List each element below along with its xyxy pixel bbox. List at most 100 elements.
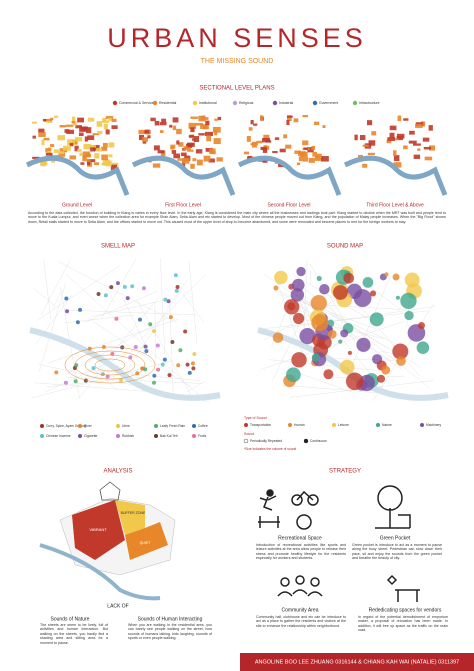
street xyxy=(186,380,207,393)
sound-circle xyxy=(416,341,430,354)
building xyxy=(413,154,421,159)
smell-dot xyxy=(168,315,173,320)
building xyxy=(279,148,286,153)
smell-dot xyxy=(73,379,78,384)
lack-label: LACK OF xyxy=(107,603,128,609)
building xyxy=(217,116,222,121)
building xyxy=(214,118,219,121)
building xyxy=(195,149,203,154)
building xyxy=(150,117,156,122)
sound-circle xyxy=(310,294,327,312)
legend-label: Urine xyxy=(122,424,130,428)
street xyxy=(58,261,178,323)
sound-circle xyxy=(400,292,417,310)
smell-dot xyxy=(185,362,190,367)
paragraph: Community hall, clubhouse and etc can be… xyxy=(256,615,346,628)
building xyxy=(246,135,251,142)
smell-dot xyxy=(167,373,172,378)
legend-swatch xyxy=(40,424,44,428)
building xyxy=(368,140,376,146)
building xyxy=(101,162,106,166)
subtitle: THE MISSING SOUND xyxy=(201,58,274,65)
smell-contour xyxy=(94,358,126,372)
building xyxy=(206,135,212,142)
legend-label: Infrastructure xyxy=(359,101,380,105)
building xyxy=(79,126,87,132)
building xyxy=(403,118,409,121)
building xyxy=(417,148,421,151)
building xyxy=(389,132,395,138)
building xyxy=(142,140,147,144)
smell-dot xyxy=(144,349,149,354)
building xyxy=(176,128,182,135)
legend-swatch xyxy=(116,434,120,438)
building xyxy=(169,124,173,128)
street xyxy=(309,263,353,334)
legend-label: Chinese Incense xyxy=(46,434,71,438)
smell-dot xyxy=(141,286,146,291)
sound-circle xyxy=(340,329,349,338)
sound-circle xyxy=(273,285,279,291)
legend-swatch xyxy=(352,100,358,106)
building xyxy=(171,150,177,154)
smell-dot xyxy=(170,340,175,345)
building xyxy=(367,152,375,156)
building xyxy=(182,161,186,168)
building xyxy=(173,153,181,159)
paragraph: According to the data collected, the fun… xyxy=(28,211,446,224)
river xyxy=(343,155,448,196)
sound-circle xyxy=(311,353,320,362)
building xyxy=(94,153,100,159)
legend-swatch xyxy=(78,434,82,438)
building xyxy=(366,120,373,126)
building xyxy=(111,162,119,167)
street xyxy=(52,289,63,309)
building xyxy=(41,139,45,146)
smell-dot xyxy=(114,316,119,321)
street xyxy=(77,351,117,400)
building xyxy=(216,157,223,162)
smell-dot xyxy=(54,370,59,375)
building xyxy=(77,117,84,123)
building xyxy=(428,125,433,131)
building xyxy=(58,151,64,155)
smell-dot xyxy=(109,285,114,290)
building xyxy=(188,135,195,138)
building xyxy=(354,134,358,141)
building xyxy=(45,148,51,153)
smell-dot xyxy=(174,288,179,293)
legend-label: Rubbish xyxy=(122,434,134,438)
building xyxy=(172,117,179,123)
sound-circle xyxy=(369,312,384,327)
building xyxy=(296,162,301,166)
building xyxy=(293,118,299,123)
building xyxy=(187,149,194,152)
smell-dot xyxy=(162,357,167,362)
building xyxy=(97,130,103,135)
building xyxy=(205,120,210,126)
smell-dot xyxy=(119,378,124,383)
legend-swatch xyxy=(244,423,248,427)
building xyxy=(209,148,216,154)
building xyxy=(47,150,51,154)
footer-bar xyxy=(240,653,474,671)
building xyxy=(88,145,96,148)
building xyxy=(80,162,85,165)
building xyxy=(286,120,290,126)
sound-circle xyxy=(316,275,322,282)
legend-swatch xyxy=(303,438,309,444)
building xyxy=(313,121,320,126)
legend-swatch xyxy=(40,434,44,438)
building xyxy=(186,143,193,148)
building xyxy=(200,124,208,130)
building xyxy=(188,122,197,129)
smell-dot xyxy=(96,291,101,296)
strategy-label: Recreational Space xyxy=(278,535,322,541)
building xyxy=(63,145,71,151)
building xyxy=(413,143,421,146)
building xyxy=(64,129,70,133)
building xyxy=(92,145,100,151)
building xyxy=(46,120,53,123)
street xyxy=(34,382,155,393)
